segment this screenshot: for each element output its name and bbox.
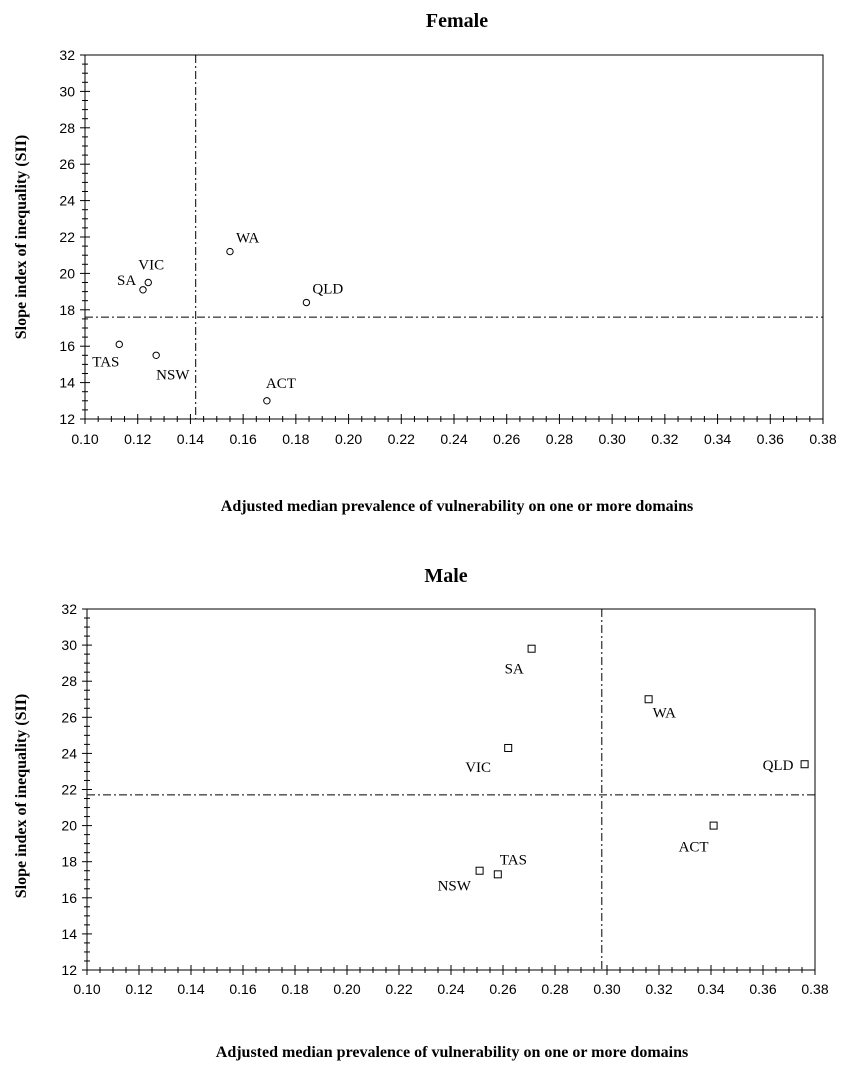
y-tick-label: 30: [59, 83, 75, 99]
y-tick-label: 18: [61, 854, 77, 870]
x-tick-label: 0.32: [651, 431, 678, 447]
y-tick-label: 18: [59, 302, 75, 318]
x-tick-label: 0.12: [124, 431, 151, 447]
x-tick-label: 0.38: [809, 431, 836, 447]
y-tick-label: 16: [59, 338, 75, 354]
point-label: TAS: [500, 852, 527, 868]
y-tick-label: 28: [61, 673, 77, 689]
point-label: NSW: [156, 367, 190, 383]
x-tick-label: 0.14: [177, 431, 204, 447]
data-point: [115, 340, 123, 349]
y-tick-label: 16: [61, 890, 77, 906]
x-tick-label: 0.18: [282, 431, 309, 447]
y-tick-label: 32: [61, 601, 77, 617]
y-tick-label: 20: [59, 265, 75, 281]
point-label: WA: [236, 231, 259, 247]
y-tick-label: 30: [61, 637, 77, 653]
data-point: [800, 760, 809, 769]
y-tick-label: 32: [59, 47, 75, 63]
point-label: SA: [117, 273, 136, 289]
data-point: [144, 278, 152, 287]
y-tick-label: 20: [61, 818, 77, 834]
data-point: [302, 298, 311, 307]
x-tick-label: 0.24: [440, 431, 467, 447]
x-tick-label: 0.30: [599, 431, 626, 447]
y-tick-label: 14: [59, 375, 75, 391]
data-point: [493, 870, 502, 879]
x-tick-label: 0.22: [385, 981, 412, 997]
y-tick-label: 28: [59, 120, 75, 136]
plot-area: [86, 608, 816, 971]
male-chart: Male Adjusted median prevalence of vulne…: [13, 565, 829, 1061]
point-label: NSW: [438, 879, 472, 895]
x-tick-label: 0.38: [801, 981, 828, 997]
point-label: ACT: [679, 840, 709, 856]
data-point: [644, 695, 653, 704]
data-point: [263, 397, 271, 405]
x-tick-label: 0.24: [437, 981, 464, 997]
chart-title: Female: [426, 10, 488, 32]
point-label: WA: [653, 705, 676, 721]
x-tick-label: 0.16: [229, 981, 256, 997]
point-label: QLD: [312, 282, 343, 298]
data-point: [527, 644, 536, 653]
y-tick-label: 12: [61, 962, 77, 978]
data-point: [226, 247, 234, 256]
data-point: [709, 821, 718, 830]
x-tick-label: 0.10: [73, 981, 100, 997]
data-point: [504, 743, 513, 752]
y-tick-label: 24: [59, 193, 75, 209]
point-label: VIC: [138, 258, 164, 274]
x-tick-label: 0.36: [757, 431, 784, 447]
x-tick-label: 0.32: [645, 981, 672, 997]
x-tick-label: 0.14: [177, 981, 204, 997]
x-tick-label: 0.16: [230, 431, 257, 447]
y-tick-label: 12: [59, 411, 75, 427]
x-tick-label: 0.26: [489, 981, 516, 997]
data-point: [152, 351, 160, 359]
y-tick-label: 22: [59, 229, 75, 245]
point-label: VIC: [465, 760, 491, 776]
x-tick-label: 0.20: [335, 431, 362, 447]
x-tick-label: 0.12: [125, 981, 152, 997]
x-tick-label: 0.10: [71, 431, 98, 447]
x-tick-label: 0.28: [546, 431, 573, 447]
y-tick-label: 22: [61, 782, 77, 798]
x-tick-label: 0.26: [493, 431, 520, 447]
point-label: QLD: [763, 758, 794, 774]
y-tick-label: 14: [61, 926, 77, 942]
chart-title: Male: [424, 565, 467, 587]
x-tick-label: 0.34: [697, 981, 724, 997]
y-tick-label: 26: [61, 709, 77, 725]
point-label: ACT: [266, 376, 296, 392]
y-axis-title: Slope index of inequality (SII): [13, 135, 30, 339]
female-chart: Female Adjusted median prevalence of vul…: [13, 10, 837, 515]
x-tick-label: 0.36: [749, 981, 776, 997]
x-tick-label: 0.18: [281, 981, 308, 997]
data-point: [475, 866, 484, 875]
y-axis-title: Slope index of inequality (SII): [13, 694, 30, 898]
x-axis-title: Adjusted median prevalence of vulnerabil…: [216, 1044, 688, 1061]
y-tick-label: 26: [59, 156, 75, 172]
point-label: SA: [505, 662, 524, 678]
data-point: [139, 286, 147, 294]
x-tick-label: 0.34: [704, 431, 731, 447]
x-tick-label: 0.22: [388, 431, 415, 447]
point-label: TAS: [92, 354, 119, 370]
x-axis-title: Adjusted median prevalence of vulnerabil…: [221, 498, 693, 515]
x-tick-label: 0.28: [541, 981, 568, 997]
x-tick-label: 0.30: [593, 981, 620, 997]
x-tick-label: 0.20: [333, 981, 360, 997]
y-tick-label: 24: [61, 745, 77, 761]
